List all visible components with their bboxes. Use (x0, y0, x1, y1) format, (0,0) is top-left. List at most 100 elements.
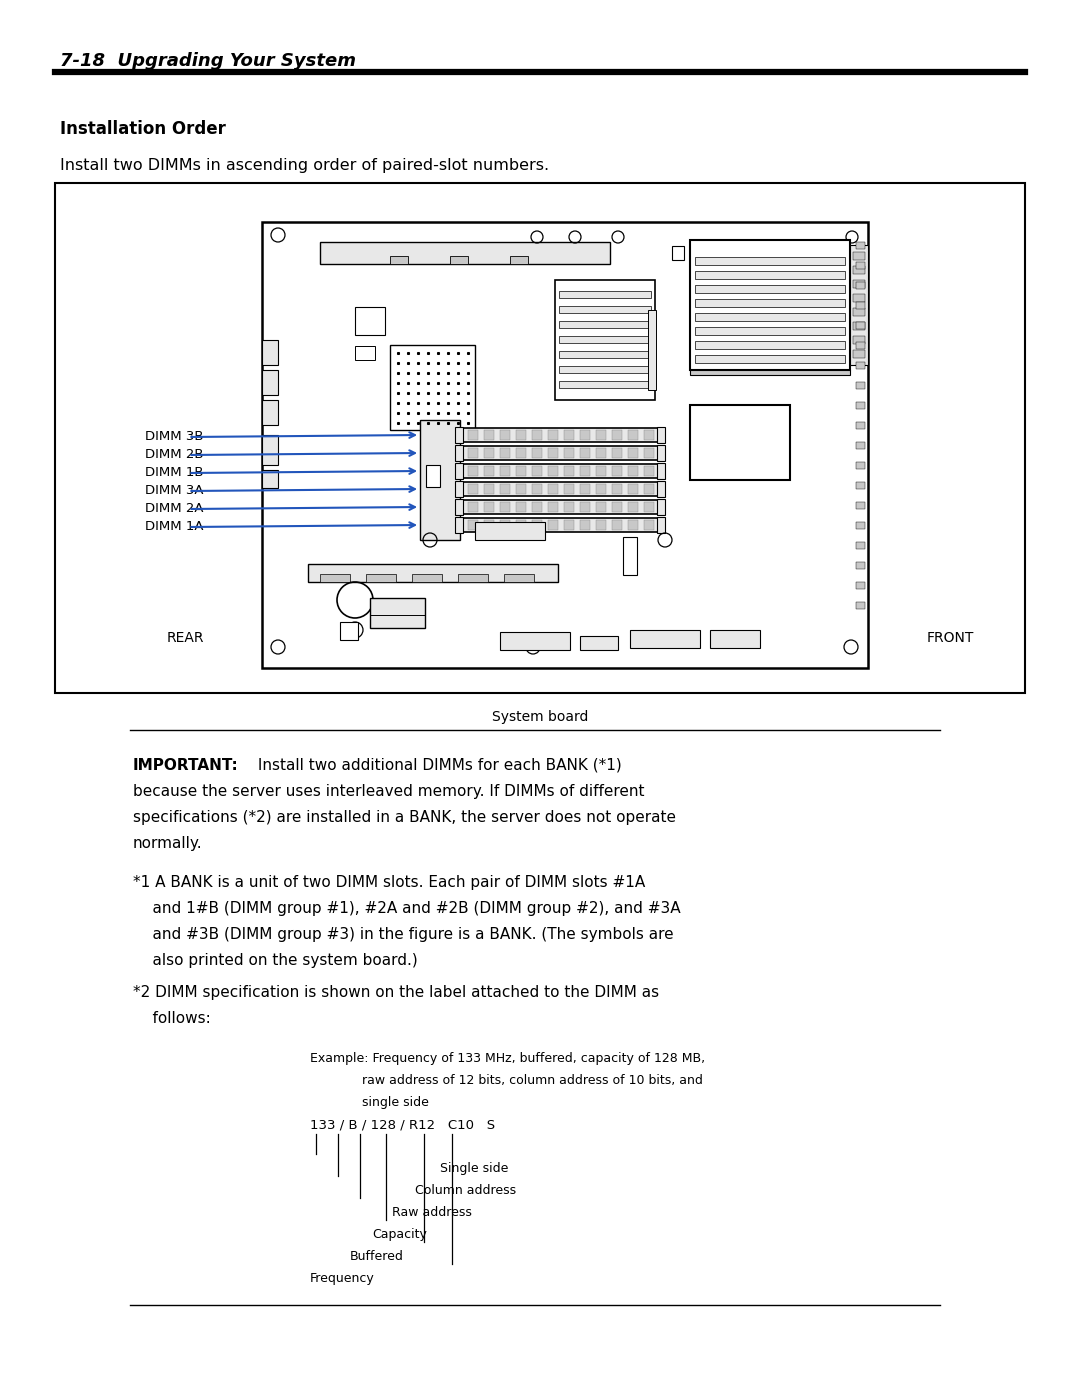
Bar (580, 483, 590, 495)
Bar (468, 520, 478, 529)
Bar (484, 467, 494, 476)
Bar (320, 574, 350, 583)
Bar (644, 430, 654, 440)
Text: 7-18  Upgrading Your System: 7-18 Upgrading Your System (60, 52, 356, 70)
Bar (262, 434, 278, 465)
Bar (856, 402, 865, 409)
Bar (623, 536, 637, 576)
Bar (856, 342, 865, 349)
Text: because the server uses interleaved memory. If DIMMs of different: because the server uses interleaved memo… (133, 784, 645, 799)
Bar (856, 542, 865, 549)
Bar (856, 462, 865, 469)
Bar (657, 427, 665, 443)
Bar (853, 251, 865, 260)
Bar (468, 448, 478, 458)
Bar (532, 520, 542, 529)
Bar (657, 499, 665, 515)
Text: Installation Order: Installation Order (60, 120, 226, 138)
Bar (564, 520, 573, 529)
Bar (458, 574, 488, 583)
Bar (596, 520, 606, 529)
Bar (484, 502, 494, 511)
Bar (627, 483, 638, 495)
Bar (612, 502, 622, 511)
Bar (484, 483, 494, 495)
Bar (690, 240, 850, 370)
Bar (532, 502, 542, 511)
Bar (856, 482, 865, 489)
Bar (500, 483, 510, 495)
Bar (500, 502, 510, 511)
Bar (548, 502, 558, 511)
Text: raw address of 12 bits, column address of 10 bits, and: raw address of 12 bits, column address o… (310, 1074, 703, 1087)
Bar (262, 222, 868, 668)
Bar (355, 346, 375, 360)
Bar (856, 422, 865, 429)
Bar (504, 574, 534, 583)
Bar (856, 522, 865, 529)
Bar (548, 520, 558, 529)
Text: Column address: Column address (415, 1185, 516, 1197)
Bar (856, 302, 865, 309)
Bar (475, 522, 545, 541)
Bar (580, 520, 590, 529)
Bar (856, 362, 865, 369)
Bar (564, 430, 573, 440)
Text: Capacity: Capacity (372, 1228, 427, 1241)
Bar (262, 400, 278, 425)
Text: DIMM 3B: DIMM 3B (145, 430, 203, 443)
Text: normally.: normally. (133, 835, 203, 851)
Bar (468, 483, 478, 495)
Bar (468, 502, 478, 511)
Bar (853, 307, 865, 316)
Text: Raw address: Raw address (392, 1206, 472, 1220)
Text: Install two DIMMs in ascending order of paired-slot numbers.: Install two DIMMs in ascending order of … (60, 158, 549, 173)
Text: and #3B (DIMM group #3) in the figure is a BANK. (The symbols are: and #3B (DIMM group #3) in the figure is… (133, 928, 674, 942)
Bar (516, 483, 526, 495)
Bar (516, 467, 526, 476)
Bar (853, 293, 865, 302)
Bar (308, 564, 558, 583)
Bar (696, 257, 845, 265)
Bar (516, 448, 526, 458)
Bar (856, 502, 865, 509)
Text: DIMM 3A: DIMM 3A (145, 485, 203, 497)
Text: also printed on the system board.): also printed on the system board.) (133, 953, 418, 968)
Text: *2 DIMM specification is shown on the label attached to the DIMM as: *2 DIMM specification is shown on the la… (133, 985, 659, 1000)
Bar (390, 345, 475, 430)
Bar (555, 279, 654, 400)
Bar (262, 370, 278, 395)
Bar (559, 351, 651, 358)
Bar (411, 574, 442, 583)
Bar (468, 467, 478, 476)
Bar (644, 483, 654, 495)
Bar (548, 483, 558, 495)
Bar (484, 430, 494, 440)
Bar (460, 427, 660, 441)
Bar (460, 464, 660, 478)
Bar (460, 500, 660, 514)
Bar (455, 446, 463, 461)
Bar (559, 337, 651, 344)
Bar (484, 448, 494, 458)
Bar (468, 430, 478, 440)
Bar (627, 467, 638, 476)
Bar (564, 467, 573, 476)
Bar (455, 462, 463, 479)
Bar (696, 285, 845, 293)
Bar (690, 405, 789, 481)
Bar (460, 446, 660, 460)
Bar (648, 310, 656, 390)
Text: Single side: Single side (440, 1162, 509, 1175)
Bar (580, 636, 618, 650)
Bar (612, 520, 622, 529)
Bar (612, 483, 622, 495)
Bar (644, 520, 654, 529)
Bar (657, 481, 665, 497)
Bar (559, 381, 651, 388)
Bar (596, 467, 606, 476)
Bar (500, 467, 510, 476)
Text: DIMM 1B: DIMM 1B (145, 467, 203, 479)
Bar (856, 562, 865, 569)
Bar (627, 520, 638, 529)
